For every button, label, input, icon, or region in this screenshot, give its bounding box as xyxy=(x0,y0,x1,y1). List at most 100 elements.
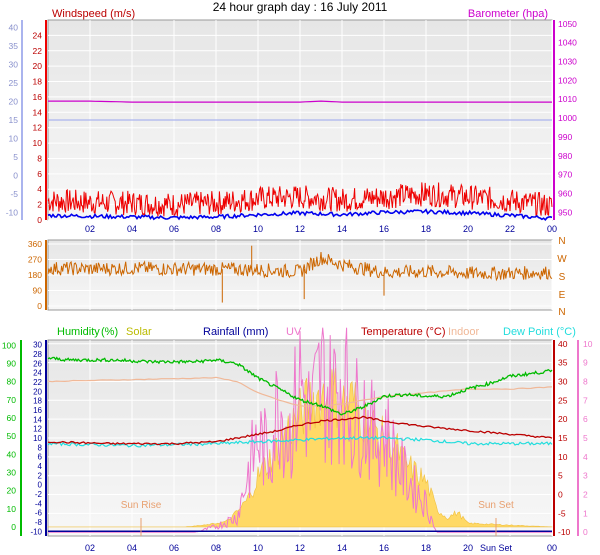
multi-x-tick: 14 xyxy=(337,543,347,553)
wind-blue-tick: 25 xyxy=(9,78,19,88)
dewpoint-line xyxy=(47,435,553,448)
wind-blue-tick: 40 xyxy=(9,22,19,32)
wind-x-tick: 10 xyxy=(253,224,263,234)
rain-tick: 0 xyxy=(38,481,43,490)
baro-tick: 1000 xyxy=(558,113,577,123)
wind-red-tick: 18 xyxy=(33,77,43,87)
wind-red-tick: 14 xyxy=(33,107,43,117)
rain-tick: 8 xyxy=(38,443,43,452)
wind-x-tick: 04 xyxy=(127,224,137,234)
wind-red-tick: 0 xyxy=(37,215,42,225)
temp-tick: 15 xyxy=(558,433,568,443)
multi-x-tick: 10 xyxy=(253,543,263,553)
rain-tick: 6 xyxy=(38,453,43,462)
temp-tick: 5 xyxy=(558,471,563,481)
uv-tick: 0 xyxy=(583,527,588,537)
average-wind-line xyxy=(47,208,553,221)
wind-x-tick: 00 xyxy=(547,224,557,234)
compass-label: S xyxy=(559,272,566,283)
uv-tick: 9 xyxy=(583,358,588,368)
uv-tick: 7 xyxy=(583,395,588,405)
temp-tick: 30 xyxy=(558,376,568,386)
compass-label: N xyxy=(558,307,565,318)
direction-tick: 180 xyxy=(28,270,42,280)
wind-x-tick: 22 xyxy=(505,224,515,234)
wind-red-tick: 6 xyxy=(37,169,42,179)
sunset-label: Sun Set xyxy=(478,500,514,511)
temperature-line xyxy=(47,415,553,446)
multi-x-tick: 16 xyxy=(379,543,389,553)
wind-x-tick: 20 xyxy=(463,224,473,234)
humidity-tick: 70 xyxy=(7,395,17,405)
uv-tick: 3 xyxy=(583,471,588,481)
rain-tick: -6 xyxy=(35,509,43,518)
multi-x-tick: 12 xyxy=(295,543,305,553)
barometer-line xyxy=(48,100,552,103)
wind-blue-tick: 20 xyxy=(9,96,19,106)
rain-tick: 20 xyxy=(33,387,42,396)
rain-tick: -2 xyxy=(35,490,43,499)
sunset-tick-label: Sun Set xyxy=(480,543,513,553)
baro-tick: 960 xyxy=(558,189,572,199)
gust-line xyxy=(47,182,553,218)
temp-tick: 25 xyxy=(558,395,568,405)
wind-red-tick: 24 xyxy=(33,30,43,40)
multi-x-tick: 20 xyxy=(463,543,473,553)
rain-tick: -4 xyxy=(35,499,43,508)
rain-tick: 26 xyxy=(33,359,42,368)
multi-x-tick: 08 xyxy=(211,543,221,553)
direction-series xyxy=(47,245,553,303)
direction-tick: 270 xyxy=(28,255,42,265)
humidity-tick: 100 xyxy=(2,340,16,350)
direction-tick: 90 xyxy=(33,286,43,296)
multi-x-tick: 18 xyxy=(421,543,431,553)
multi-x-tick: 00 xyxy=(547,543,557,553)
wind-blue-tick: 35 xyxy=(9,41,19,51)
humidity-tick: 50 xyxy=(7,431,17,441)
humidity-tick: 90 xyxy=(7,359,17,369)
multi-x-tick: 02 xyxy=(85,543,95,553)
wind-red-tick: 22 xyxy=(33,46,43,56)
multi-series xyxy=(47,327,553,533)
wind-x-tick: 14 xyxy=(337,224,347,234)
humidity-tick: 60 xyxy=(7,413,17,423)
direction-tick: 0 xyxy=(37,301,42,311)
barometer-label: Barometer (hpa) xyxy=(468,8,548,20)
windspeed-label: Windspeed (m/s) xyxy=(52,8,135,20)
humidity-tick: 30 xyxy=(7,467,17,477)
humidity-label: Humidity xyxy=(57,326,100,338)
wind-blue-tick: 30 xyxy=(9,59,19,69)
uv-tick: 8 xyxy=(583,376,588,386)
direction-line xyxy=(47,252,553,282)
wind-series xyxy=(47,100,553,221)
uv-label: UV xyxy=(286,326,302,338)
wind-blue-tick: 0 xyxy=(13,171,18,181)
sunrise-label: Sun Rise xyxy=(121,500,162,511)
wind-red-tick: 20 xyxy=(33,61,43,71)
humidity-line xyxy=(47,356,553,416)
wind-x-tick: 12 xyxy=(295,224,305,234)
humidity-tick: 40 xyxy=(7,449,17,459)
rain-tick: 14 xyxy=(33,415,42,424)
chart-title: 24 hour graph day : 16 July 2011 xyxy=(213,0,388,14)
wind-red-tick: 2 xyxy=(37,200,42,210)
temp-tick: -10 xyxy=(558,527,571,537)
wind-baro-panel: Windspeed (m/s) Barometer (hpa) 02468101… xyxy=(6,8,577,234)
compass-label: E xyxy=(559,290,566,301)
indoor-label: Indoor xyxy=(448,326,480,338)
wind-red-tick: 10 xyxy=(33,138,43,148)
baro-tick: 970 xyxy=(558,170,572,180)
baro-tick: 1030 xyxy=(558,57,577,67)
multi-x-tick: 06 xyxy=(169,543,179,553)
wind-x-tick: 06 xyxy=(169,224,179,234)
multi-axis-ticks: 0102030405060708090100-10-8-6-4-20246810… xyxy=(2,339,593,553)
wind-blue-tick: 10 xyxy=(9,134,19,144)
compass-label: W xyxy=(557,254,567,265)
rain-tick: 22 xyxy=(33,378,42,387)
rain-tick: 4 xyxy=(38,462,43,471)
uv-tick: 6 xyxy=(583,414,588,424)
uv-tick: 4 xyxy=(583,452,588,462)
wind-blue-tick: 15 xyxy=(9,115,19,125)
uv-tick: 2 xyxy=(583,490,588,500)
